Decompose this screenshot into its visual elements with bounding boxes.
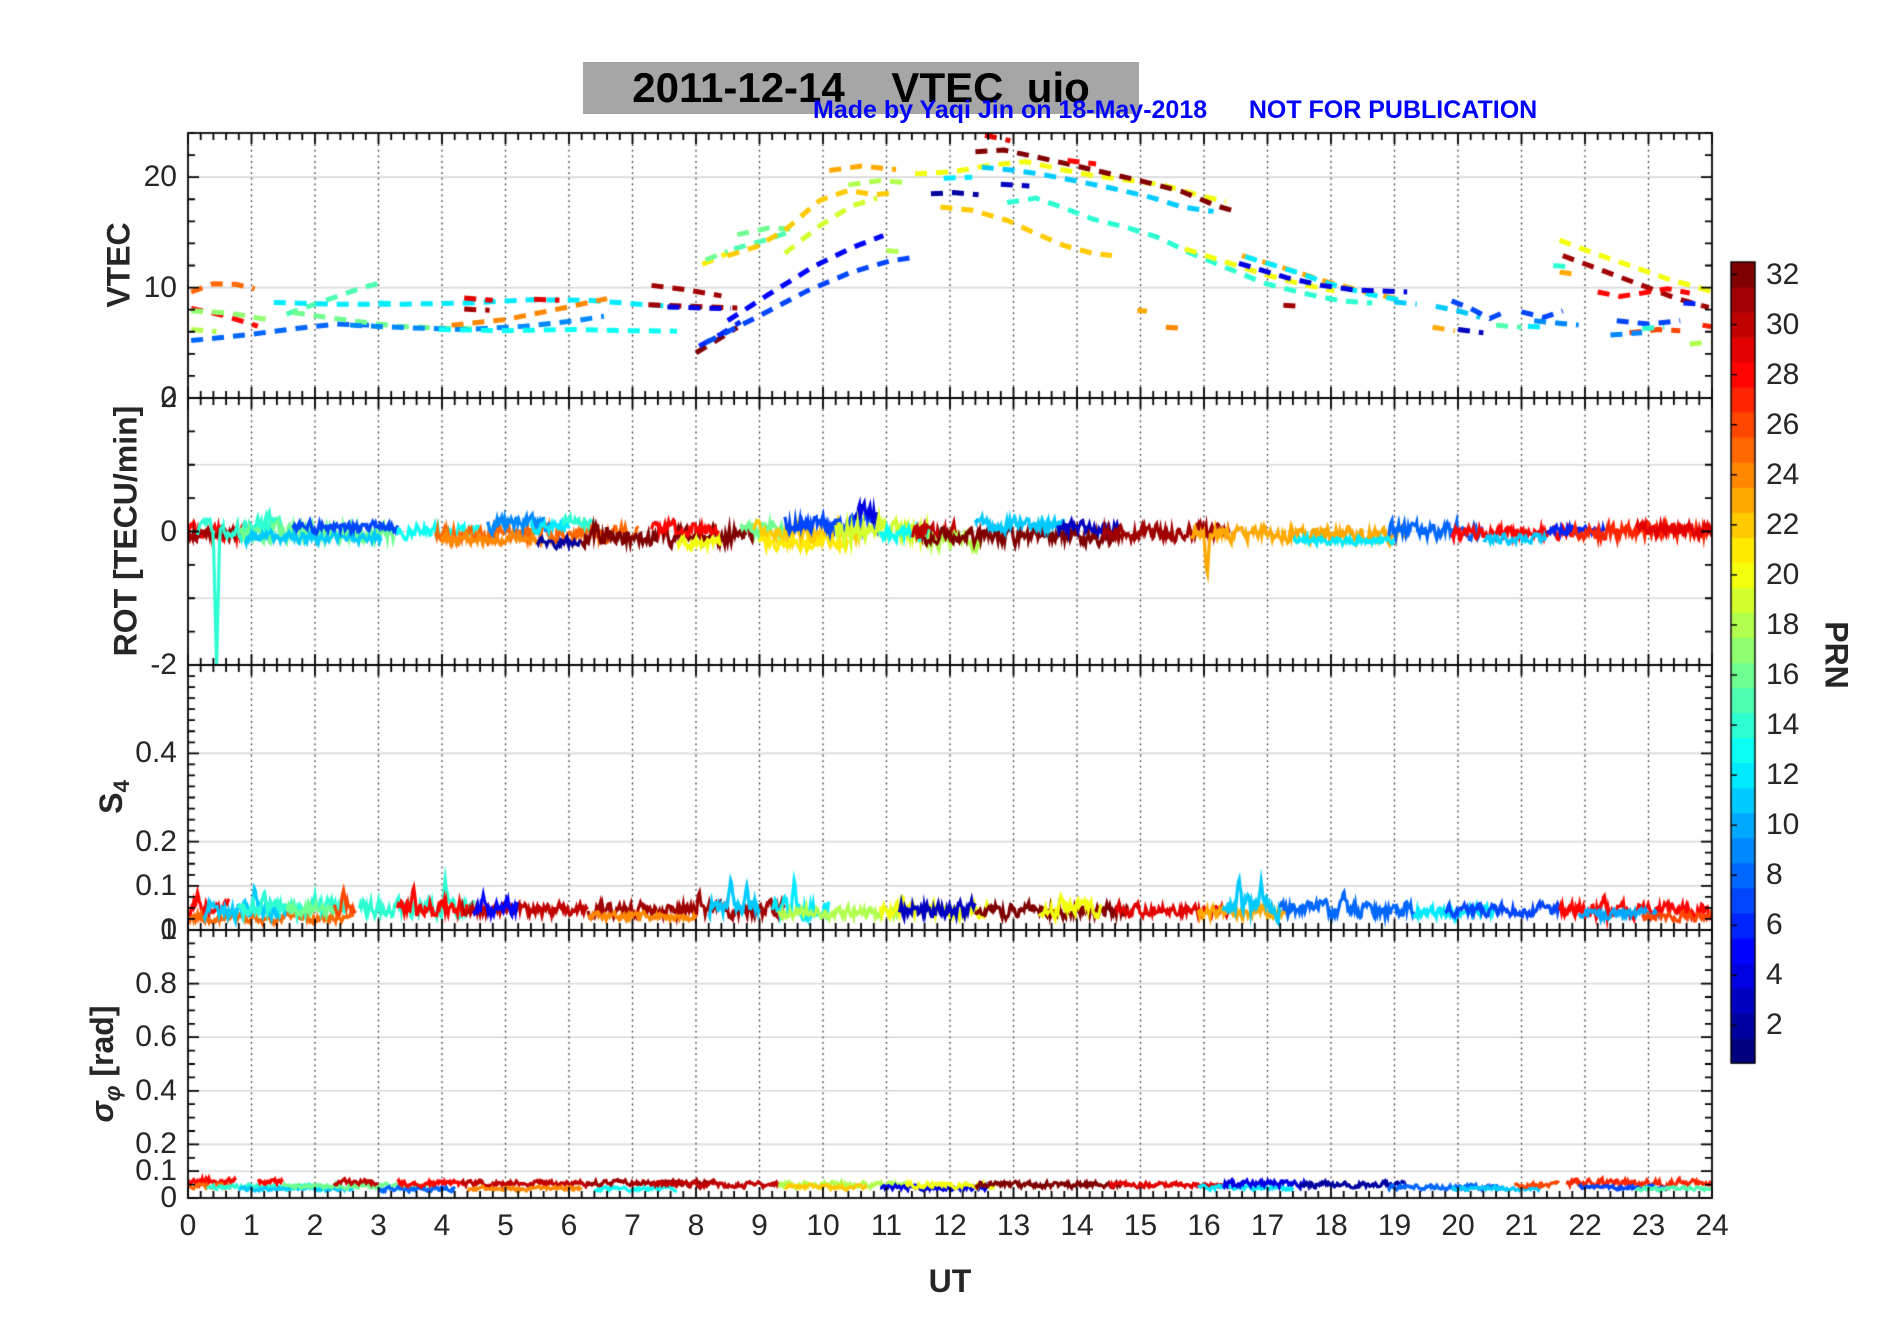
colorbar-tick-label: 12: [1766, 758, 1800, 792]
y-tick-label-rot: 2: [160, 381, 177, 414]
y-tick-label-sigma: 0.2: [135, 1127, 177, 1161]
y-tick-label-vtec: 0: [160, 381, 177, 414]
x-tick-label: 17: [1250, 1209, 1285, 1242]
x-tick-label: 0: [179, 1209, 197, 1242]
colorbar-tick-label: 20: [1766, 557, 1800, 591]
x-axis-label: UT: [928, 1263, 972, 1299]
y-tick-label-sigma: 1: [160, 913, 177, 946]
y-tick-label-s4: 0: [160, 913, 177, 946]
y-tick-label-vtec: 20: [143, 160, 177, 194]
colorbar-tick-label: 4: [1766, 958, 1783, 992]
x-tick-label: 19: [1377, 1209, 1412, 1242]
colorbar-tick-label: 30: [1766, 307, 1800, 341]
x-tick-label: 23: [1631, 1209, 1666, 1242]
colorbar-tick-label: 28: [1766, 357, 1800, 391]
colorbar-tick-label: 26: [1766, 407, 1800, 441]
x-tick-label: 14: [1060, 1209, 1094, 1242]
y-tick-label-sigma: 0: [160, 1181, 177, 1214]
watermark-annotation: Made by Yaqi Jin on 18-May-2018 NOT FOR …: [813, 96, 1538, 124]
x-tick-label: 21: [1504, 1209, 1539, 1242]
colorbar-tick-label: 16: [1766, 658, 1800, 692]
x-tick-label: 15: [1123, 1209, 1158, 1242]
x-tick-label: 22: [1568, 1209, 1602, 1242]
x-tick-label: 8: [687, 1209, 705, 1242]
x-tick-label: 2: [306, 1209, 324, 1242]
y-tick-label-rot: 0: [160, 514, 177, 548]
y-tick-label-rot: -2: [150, 648, 177, 681]
y-tick-label-sigma: 0.8: [135, 966, 177, 1000]
x-tick-label: 16: [1187, 1209, 1221, 1242]
x-tick-label: 7: [624, 1209, 641, 1242]
x-tick-label: 3: [370, 1209, 387, 1242]
x-tick-label: 6: [560, 1209, 578, 1242]
colorbar-tick-label: 24: [1766, 457, 1800, 491]
colorbar-tick-label: 8: [1766, 858, 1783, 892]
y-tick-label-sigma: 0.1: [135, 1154, 177, 1188]
colorbar-tick-label: 14: [1766, 708, 1800, 742]
colorbar-tick-label: 6: [1766, 908, 1783, 942]
x-tick-label: 10: [806, 1209, 840, 1242]
x-tick-label: 5: [497, 1209, 514, 1242]
colorbar-tick-label: 22: [1766, 507, 1800, 541]
x-tick-label: 20: [1441, 1209, 1475, 1242]
colorbar-tick-label: 2: [1766, 1008, 1783, 1042]
colorbar-tick-label: 18: [1766, 607, 1800, 641]
y-tick-label-s4: 0.2: [135, 824, 177, 858]
x-tick-label: 13: [996, 1209, 1031, 1242]
x-tick-label: 18: [1314, 1209, 1348, 1242]
y-tick-label-vtec: 10: [143, 270, 177, 304]
x-tick-label: 11: [870, 1209, 903, 1242]
x-tick-label: 12: [933, 1209, 967, 1242]
y-tick-label-sigma: 0.4: [135, 1073, 177, 1107]
x-tick-label: 1: [243, 1209, 260, 1242]
y-tick-label-s4: 0.1: [135, 868, 177, 902]
page-title: 2011-12-14 VTEC uio: [632, 64, 1090, 111]
x-tick-label: 9: [751, 1209, 768, 1242]
y-tick-label-sigma: 0.6: [135, 1020, 177, 1054]
colorbar-tick-label: 10: [1766, 808, 1800, 842]
title-bar: 2011-12-14 VTEC uio: [583, 62, 1139, 114]
y-tick-label-s4: 0.4: [135, 736, 177, 770]
x-tick-label: 24: [1695, 1209, 1729, 1242]
colorbar-tick-label: 32: [1766, 257, 1800, 291]
x-tick-label: 4: [433, 1209, 451, 1242]
